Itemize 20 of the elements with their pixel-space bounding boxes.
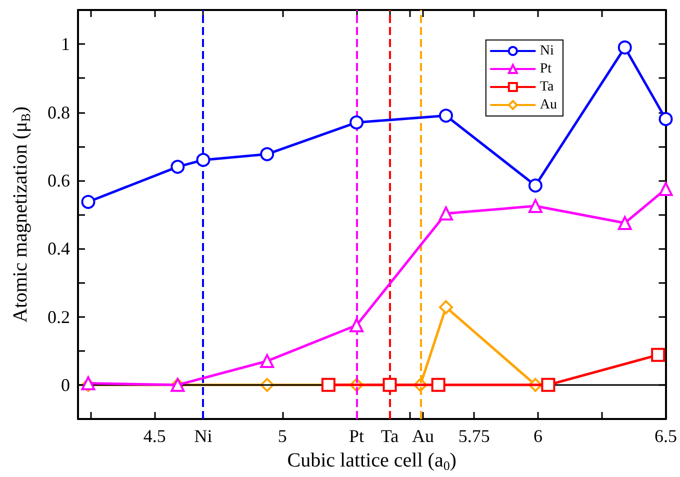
x-tick-label: Pt: [349, 426, 364, 446]
x-tick-label: Ta: [380, 426, 399, 446]
x-tick-label: 5: [278, 426, 287, 446]
y-tick-label: 0: [61, 374, 70, 395]
y-tick-label: 1: [61, 34, 70, 54]
x-tick-label: 5.75: [458, 426, 490, 446]
x-tick-label: 6.5: [654, 426, 677, 446]
legend-label: Ta: [540, 80, 554, 94]
legend-label: Pt: [540, 62, 552, 76]
x-tick-label: Ni: [194, 426, 212, 446]
y-axis-title: Atomic magnetization (μB): [10, 106, 33, 322]
y-tick-label: 0.8: [48, 102, 70, 122]
x-tick-label: 4.5: [143, 426, 166, 446]
y-tick-label: 0.6: [48, 170, 70, 190]
x-tick-label: Au: [412, 426, 434, 446]
legend-label: Au: [540, 98, 558, 112]
x-tick-label: 6: [533, 426, 542, 446]
legend-label: Ni: [540, 44, 554, 58]
y-tick-label: 0.4: [48, 238, 70, 259]
y-tick-label: 0.2: [48, 306, 70, 327]
